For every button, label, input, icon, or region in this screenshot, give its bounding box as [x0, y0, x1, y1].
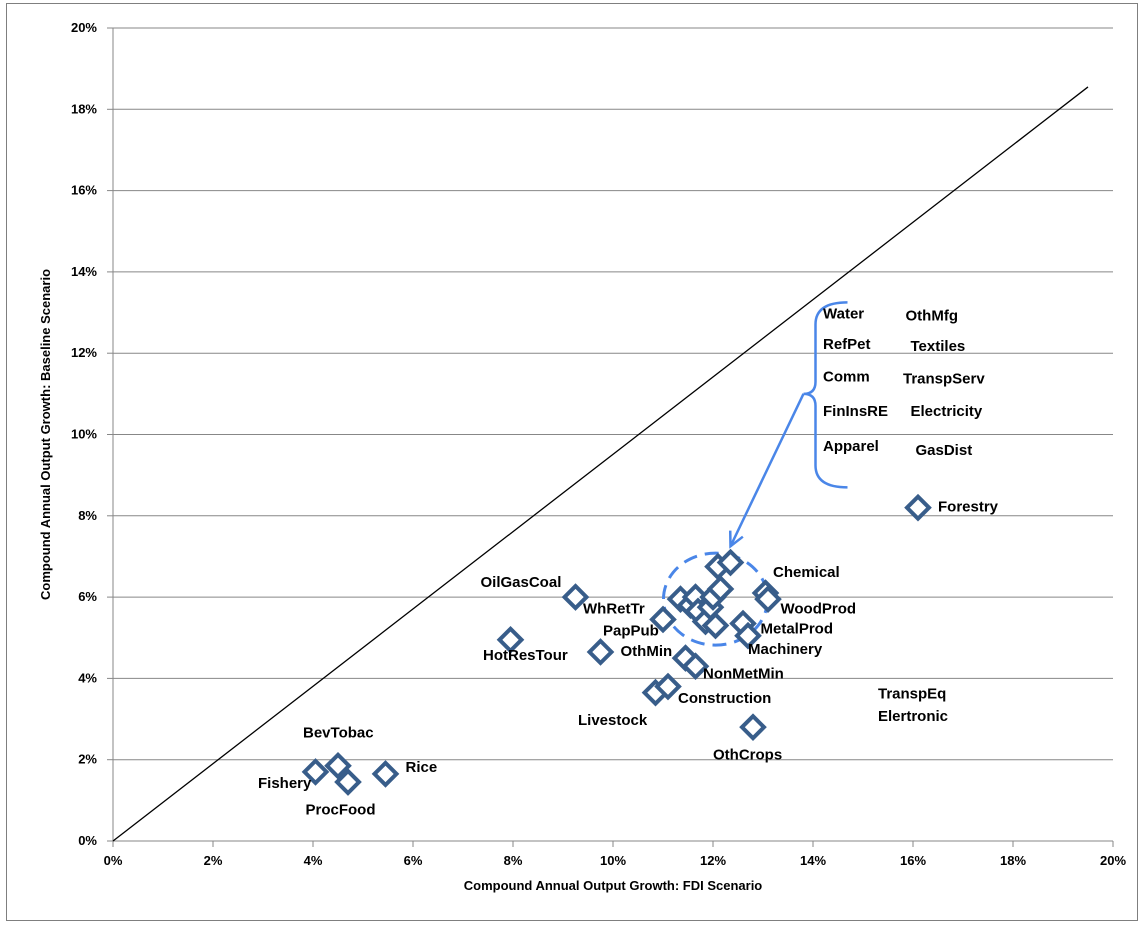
- chart-frame: [6, 3, 1138, 921]
- y-tick-label: 14%: [71, 264, 97, 279]
- point-label: Rice: [406, 759, 438, 776]
- data-point: [739, 713, 767, 742]
- data-point: [654, 672, 682, 701]
- y-tick-label: 4%: [78, 670, 97, 685]
- x-tick-label: 4%: [304, 853, 323, 868]
- point-label: GasDist: [916, 442, 973, 459]
- data-point: [734, 621, 762, 650]
- point-label: Apparel: [823, 438, 879, 455]
- data-point: [754, 585, 782, 613]
- data-points: [301, 493, 932, 796]
- point-label: MetalProd: [761, 621, 834, 638]
- point-label: Construction: [678, 690, 771, 707]
- point-label: Comm: [823, 369, 870, 386]
- x-tick-label: 2%: [204, 853, 223, 868]
- point-label: Elertronic: [878, 708, 948, 725]
- point-label: FinInsRE: [823, 403, 888, 420]
- point-label: OthMfg: [906, 308, 958, 325]
- point-label: RefPet: [823, 336, 871, 353]
- point-label: Livestock: [578, 712, 648, 729]
- x-tick-label: 10%: [600, 853, 626, 868]
- y-tick-label: 0%: [78, 833, 97, 848]
- data-point: [681, 652, 710, 681]
- y-tick-label: 12%: [71, 345, 97, 360]
- data-point: [496, 625, 525, 654]
- data-point: [561, 583, 590, 611]
- data-point: [716, 548, 745, 577]
- x-tick-label: 6%: [404, 853, 423, 868]
- point-label: Machinery: [748, 641, 823, 658]
- point-label: Water: [823, 306, 864, 323]
- y-tick-label: 8%: [78, 508, 97, 523]
- data-point: [371, 760, 400, 788]
- y-tick-label: 10%: [71, 427, 97, 442]
- diagonal-line: [112, 86, 1089, 842]
- point-label: OthMin: [621, 643, 673, 660]
- x-tick-label: 8%: [504, 853, 523, 868]
- point-label: PapPub: [603, 623, 659, 640]
- point-labels: Fishery BevTobac ProcFood Rice HotResTour Oil…: [258, 306, 999, 819]
- data-point: [706, 575, 735, 603]
- point-label: WoodProd: [781, 600, 857, 617]
- x-tick-label: 12%: [700, 853, 726, 868]
- y-tick-label: 6%: [78, 589, 97, 604]
- data-point: [301, 758, 330, 786]
- y-tick-label: 16%: [71, 183, 97, 198]
- point-label: Electricity: [911, 403, 983, 420]
- x-tick-label: 14%: [800, 853, 826, 868]
- point-label: ProcFood: [306, 802, 376, 819]
- y-tick-label: 2%: [78, 752, 97, 767]
- data-point: [904, 493, 932, 522]
- callout-brace: [803, 301, 848, 489]
- point-label: Forestry: [938, 499, 999, 516]
- callout-arrow-head: [728, 530, 744, 549]
- x-axis-title: Compound Annual Output Growth: FDI Scena…: [464, 878, 763, 893]
- point-label: Chemical: [773, 564, 840, 581]
- gridlines: [113, 27, 1113, 761]
- y-axis-title: Compound Annual Output Growth: Baseline …: [38, 269, 53, 600]
- y-tick-label: 20%: [71, 20, 97, 35]
- point-label: WhRetTr: [583, 600, 645, 617]
- x-tick-label: 16%: [900, 853, 926, 868]
- point-label: BevTobac: [303, 724, 374, 741]
- x-tick-label: 18%: [1000, 853, 1026, 868]
- point-label: Textiles: [911, 338, 966, 355]
- data-point: [649, 605, 677, 634]
- point-label: OilGasCoal: [481, 574, 562, 591]
- x-tick-label: 0%: [104, 853, 123, 868]
- data-point: [324, 751, 352, 780]
- point-label: OthCrops: [713, 747, 782, 764]
- data-point: [701, 611, 730, 640]
- point-label: NonMetMin: [703, 665, 784, 682]
- point-label: Fishery: [258, 775, 312, 792]
- point-label: HotResTour: [483, 647, 568, 664]
- point-label: TranspServ: [903, 371, 985, 388]
- y-tick-label: 18%: [71, 101, 97, 116]
- data-point: [334, 768, 362, 796]
- point-label: TranspEq: [878, 686, 946, 703]
- callout-arrow-line: [729, 393, 805, 547]
- x-tick-label: 20%: [1100, 853, 1126, 868]
- data-point: [586, 638, 615, 666]
